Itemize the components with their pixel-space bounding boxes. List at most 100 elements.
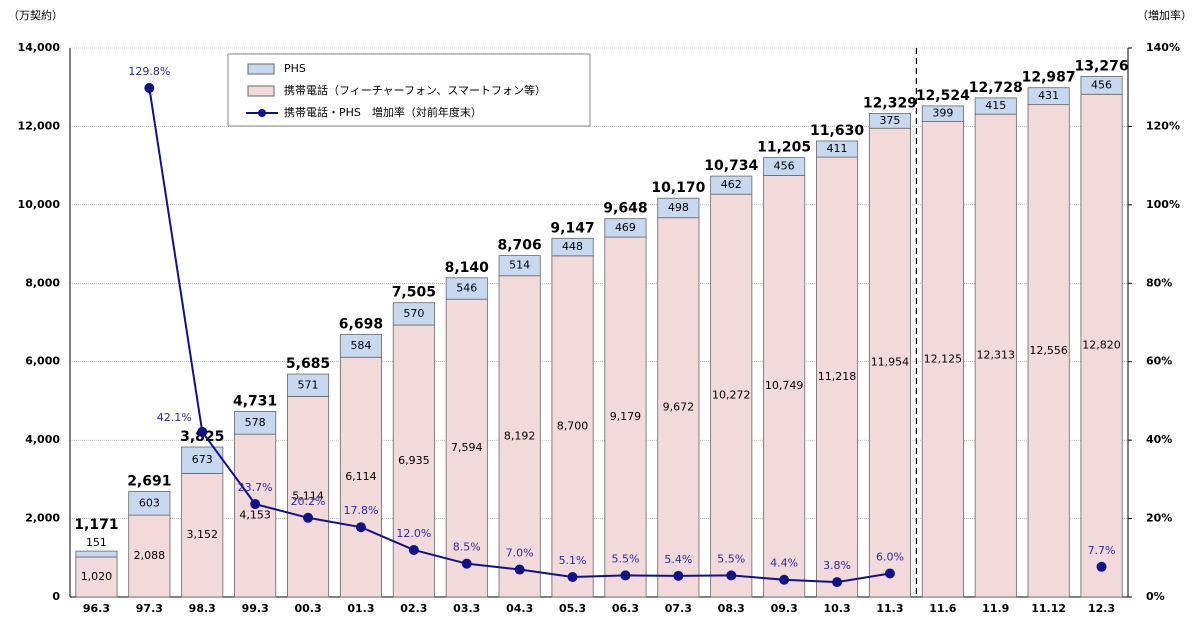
x-tick-label: 11.3 (876, 602, 903, 615)
total-label: 12,987 (1022, 70, 1076, 86)
y2-tick-label: 20% (1146, 512, 1172, 525)
bar-value-label: 12,556 (1029, 344, 1068, 357)
x-tick-label: 05.3 (559, 602, 586, 615)
bar-segment (445, 277, 488, 300)
bar-value-label: 3,152 (187, 528, 219, 541)
y2-tick-label: 0% (1146, 590, 1165, 603)
total-label: 2,691 (127, 473, 171, 489)
rate-marker (620, 570, 631, 581)
bar-value-label: 399 (932, 107, 953, 120)
rate-marker (673, 570, 684, 581)
bar-segment (604, 236, 647, 598)
total-label: 6,698 (339, 316, 383, 332)
y2-tick-label: 60% (1146, 355, 1172, 368)
bar-value-label: 12,313 (977, 349, 1016, 362)
bar-value-label: 456 (1091, 78, 1112, 91)
bar-value-label: 571 (298, 378, 319, 391)
bar-segment (763, 175, 806, 598)
bar-value-label: 603 (139, 496, 160, 509)
x-tick-label: 03.3 (453, 602, 480, 615)
rate-marker (514, 564, 525, 575)
total-label: 12,728 (969, 80, 1023, 96)
total-label: 12,524 (916, 88, 970, 104)
rate-marker (726, 570, 737, 581)
rate-label: 23.7% (238, 481, 273, 494)
bar-segment (551, 237, 594, 257)
x-tick-label: 02.3 (400, 602, 427, 615)
bar-value-label: 584 (350, 339, 371, 352)
x-tick-label: 10.3 (823, 602, 850, 615)
x-tick-label: 07.3 (665, 602, 692, 615)
bar-value-label: 151 (86, 536, 107, 549)
bar-value-label: 415 (985, 99, 1006, 112)
y-tick-label: 4,000 (25, 433, 60, 446)
rate-marker (355, 522, 366, 533)
bar-segment (868, 127, 911, 598)
rate-marker (197, 426, 208, 437)
bar-segment (974, 113, 1017, 598)
bar-value-label: 5,114 (292, 490, 324, 503)
legend-swatch (247, 63, 275, 75)
rate-label: 42.1% (157, 411, 192, 424)
y2-tick-label: 140% (1146, 41, 1180, 54)
legend-swatch (247, 85, 275, 97)
rate-label: 3.8% (823, 559, 851, 572)
total-label: 10,734 (704, 158, 758, 174)
rate-label: 5.4% (664, 553, 692, 566)
bar-segment (816, 156, 859, 598)
x-tick-label: 11.6 (929, 602, 956, 615)
y-tick-label: 10,000 (18, 198, 61, 211)
bar-segment (75, 556, 118, 598)
bar-value-label: 6,935 (398, 454, 430, 467)
bar-value-label: 9,179 (610, 410, 642, 423)
bar-value-label: 456 (774, 160, 795, 173)
bar-segment (868, 113, 911, 129)
x-tick-label: 97.3 (136, 602, 163, 615)
bar-segment (234, 433, 277, 598)
x-tick-label: 11.12 (1031, 602, 1066, 615)
x-tick-label: 08.3 (718, 602, 745, 615)
y2-tick-label: 100% (1146, 198, 1180, 211)
x-tick-label: 06.3 (612, 602, 639, 615)
bar-value-label: 411 (827, 142, 848, 155)
bar-segment (498, 255, 541, 277)
bar-segment (128, 491, 171, 516)
total-label: 7,505 (392, 285, 436, 301)
legend-label: PHS (284, 62, 306, 75)
bar-value-label: 2,088 (134, 549, 166, 562)
bar-value-label: 10,749 (765, 379, 804, 392)
bar-segment (287, 396, 330, 598)
bar-segment (657, 217, 700, 598)
bar-value-label: 462 (721, 178, 742, 191)
bar-segment (604, 218, 647, 238)
legend-label: 携帯電話（フィーチャーフォン、スマートフォン等） (284, 83, 546, 97)
bar-value-label: 570 (403, 307, 424, 320)
total-label: 11,205 (757, 140, 811, 156)
rate-label: 12.0% (396, 527, 431, 540)
total-label: 9,147 (550, 220, 594, 236)
y-axis-label: （万契約） (8, 8, 63, 22)
bar-segment (816, 140, 859, 158)
bar-value-label: 10,272 (712, 389, 751, 402)
bar-segment (921, 105, 964, 122)
y2-tick-label: 120% (1146, 119, 1180, 132)
bar-value-label: 673 (192, 453, 213, 466)
bar-value-label: 7,594 (451, 441, 483, 454)
legend-swatch (258, 109, 266, 117)
bar-segment (287, 373, 330, 397)
bar-segment (445, 298, 488, 598)
total-label: 1,171 (74, 517, 118, 533)
bar-segment (498, 275, 541, 598)
bar-value-label: 375 (879, 114, 900, 127)
bar-segment (1027, 104, 1070, 598)
bar-value-label: 12,820 (1082, 339, 1121, 352)
bar-segment (763, 157, 806, 176)
rate-label: 5.5% (611, 552, 639, 565)
rate-marker (567, 572, 578, 583)
x-tick-label: 09.3 (771, 602, 798, 615)
bar-value-label: 448 (562, 240, 583, 253)
bar-value-label: 514 (509, 259, 530, 272)
bar-segment (181, 472, 224, 598)
x-tick-label: 96.3 (83, 602, 110, 615)
